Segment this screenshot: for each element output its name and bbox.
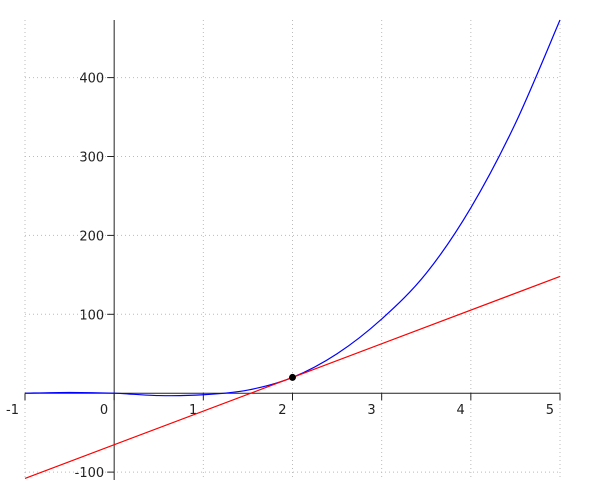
x-tick-label: 1 xyxy=(189,403,197,418)
x-tick-label: 3 xyxy=(367,403,375,418)
y-tick-label: 200 xyxy=(79,229,104,244)
x-tick-label: 2 xyxy=(278,403,286,418)
tangent-point xyxy=(289,373,296,381)
x-tick-label: 0 xyxy=(100,403,108,418)
x-tick-label: 5 xyxy=(546,403,554,418)
x-tick-label: -1 xyxy=(6,403,19,418)
function-curve xyxy=(24,19,561,397)
y-tick-label: 400 xyxy=(79,72,104,87)
ticks: -1 0 1 2 3 4 5 -100 100 200 300 400 xyxy=(6,72,561,481)
grid xyxy=(24,20,561,480)
x-tick-label: 4 xyxy=(457,403,465,418)
y-tick-label: -100 xyxy=(75,466,105,481)
y-tick-label: 100 xyxy=(79,308,104,323)
y-tick-label: 300 xyxy=(79,151,104,166)
series xyxy=(24,19,561,479)
